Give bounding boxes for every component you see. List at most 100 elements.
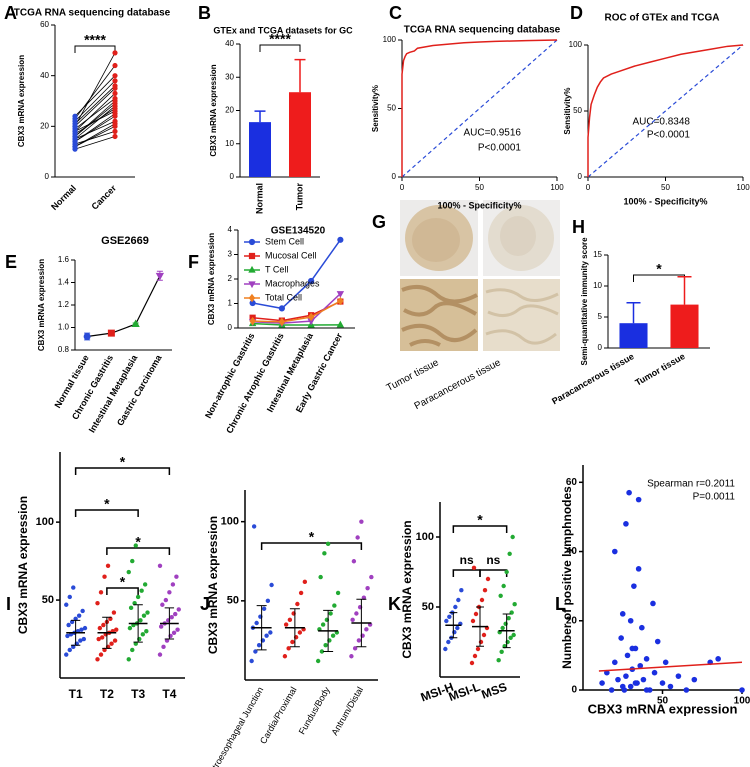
dot — [268, 630, 273, 635]
dot — [67, 594, 72, 600]
panel-letter: L — [555, 594, 566, 614]
dot — [167, 590, 172, 595]
panel-letter: A — [4, 3, 17, 23]
bar — [619, 323, 648, 348]
significance-label: ns — [460, 553, 474, 567]
dot — [619, 683, 626, 690]
significance-label: * — [656, 261, 662, 277]
panel-letter: E — [5, 252, 17, 272]
dot — [126, 569, 131, 575]
pair-line — [74, 98, 116, 130]
y-tick-label: 0 — [45, 172, 50, 181]
dot — [157, 652, 163, 657]
y-axis-label: CBX3 mRNA expression — [400, 520, 414, 658]
dot — [496, 658, 501, 663]
panel-letter: H — [572, 217, 585, 237]
dot — [144, 629, 149, 634]
dot — [637, 662, 644, 669]
dot — [112, 638, 118, 643]
x-tick-label: MSS — [480, 680, 509, 702]
dot — [112, 78, 118, 84]
dot — [503, 621, 508, 626]
dot — [335, 590, 341, 596]
dot — [130, 647, 135, 653]
dot — [715, 656, 721, 662]
legend-label: Macrophages — [265, 278, 320, 288]
dot — [453, 604, 458, 610]
x-tick-label: 50 — [475, 183, 484, 192]
dot — [290, 639, 295, 645]
y-tick-label: 20 — [225, 106, 234, 115]
dot — [112, 50, 118, 56]
dot — [627, 683, 634, 690]
y-tick-label: 50 — [573, 106, 582, 115]
x-tick-label: Chronic Atrophic Gastritis — [224, 331, 285, 435]
marker — [107, 329, 115, 337]
image-label: Tumor tissue — [385, 357, 441, 394]
dot — [618, 635, 624, 641]
y-tick-label: 2 — [228, 274, 233, 283]
dot — [283, 622, 289, 627]
legend-marker — [248, 281, 256, 289]
y-tick-label: 5 — [598, 312, 603, 321]
panel-letter: F — [188, 252, 199, 272]
y-tick-label: 100 — [221, 516, 239, 528]
y-tick-label: 100 — [36, 516, 54, 528]
bar — [249, 122, 271, 177]
dot — [322, 551, 327, 556]
error-bar — [133, 604, 143, 643]
y-axis-label: Sensitivity% — [563, 87, 572, 134]
dot — [72, 123, 78, 129]
line — [252, 293, 341, 324]
dot — [112, 113, 118, 119]
dot — [328, 611, 333, 616]
dot — [298, 590, 304, 596]
dot — [505, 639, 510, 645]
marker — [307, 312, 315, 322]
dot — [295, 601, 300, 607]
dot — [140, 632, 146, 637]
dot — [615, 676, 621, 683]
pair-line — [74, 131, 116, 145]
dot — [643, 687, 650, 693]
tissue-texture — [401, 284, 478, 347]
legend-label: Stem Cell — [265, 236, 304, 246]
significance-bracket — [452, 569, 481, 577]
dot — [627, 617, 634, 624]
x-tick-label: 100 — [736, 183, 750, 192]
marker — [337, 236, 344, 243]
dot — [351, 559, 357, 564]
dot — [72, 133, 78, 140]
dot — [109, 641, 114, 646]
dot — [254, 620, 259, 626]
y-tick-label: 1 — [228, 299, 233, 308]
dot — [612, 659, 618, 666]
significance-label: * — [104, 496, 110, 512]
dot — [138, 618, 143, 623]
significance-label: **** — [269, 31, 291, 47]
y-tick-label: 40 — [566, 546, 578, 557]
dot — [498, 593, 503, 598]
pair-line — [74, 115, 116, 142]
pair-line — [74, 85, 116, 125]
dot — [251, 524, 257, 529]
chart-title: ROC of GTEx and TCGA — [605, 13, 720, 24]
significance-bracket — [479, 569, 508, 577]
chart-title: GSE2669 — [101, 235, 149, 247]
dot — [112, 83, 118, 89]
x-tick-label: T1 — [69, 687, 83, 701]
legend-marker — [248, 252, 256, 260]
dot — [249, 658, 254, 664]
significance-bracket — [452, 525, 508, 533]
error-bar — [476, 606, 484, 647]
reference-line — [587, 44, 744, 178]
dot — [455, 625, 460, 631]
dot — [325, 541, 331, 547]
y-tick-label: 0 — [228, 323, 233, 332]
error-bar — [323, 609, 334, 652]
dot — [302, 579, 308, 585]
dot — [111, 610, 117, 615]
y-tick-label: 4 — [228, 225, 233, 234]
dot — [318, 574, 323, 580]
annotation: P<0.0001 — [478, 143, 522, 154]
